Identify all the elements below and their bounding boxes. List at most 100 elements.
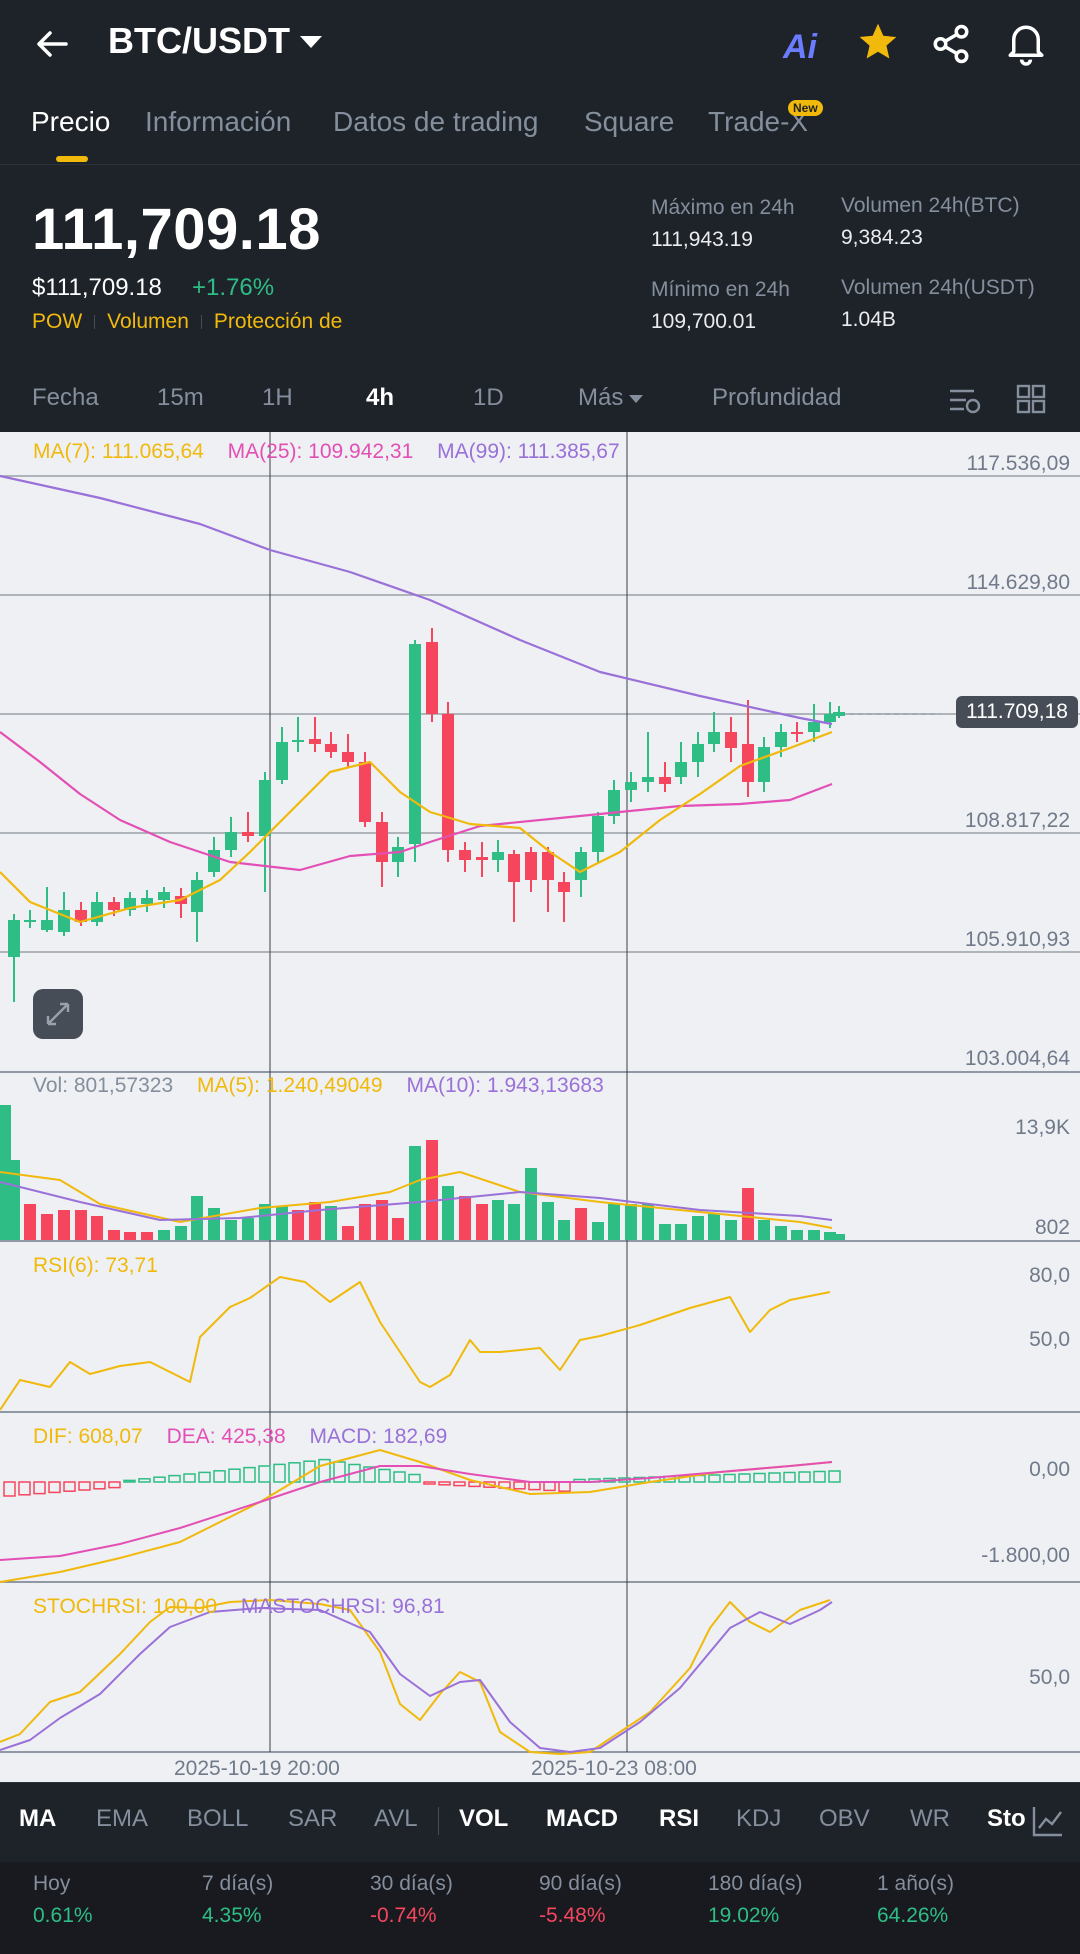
volume-bar [833, 1234, 845, 1240]
favorite-star-icon[interactable] [856, 20, 900, 64]
chart-canvas[interactable] [0, 432, 1080, 1782]
indicator-vol[interactable]: VOL [459, 1805, 509, 1832]
share-icon[interactable] [930, 22, 972, 66]
macd-histogram-bar [483, 1481, 496, 1488]
vol-btc-value: 9,384.23 [841, 226, 923, 249]
macd-histogram-bar [378, 1468, 391, 1483]
macd-histogram-bar [438, 1481, 451, 1486]
indicator-boll[interactable]: BOLL [187, 1805, 249, 1832]
pair-dropdown-caret-icon[interactable] [300, 36, 322, 48]
interval-15m[interactable]: 15m [157, 384, 204, 411]
tag-proteccion[interactable]: Protección de [213, 310, 343, 333]
indicator-settings-icon[interactable] [948, 386, 982, 416]
volume-bar [158, 1230, 170, 1240]
candle-body [542, 852, 554, 880]
macd-histogram-bar [393, 1471, 406, 1483]
candle-body [8, 920, 20, 957]
perf-label: 90 día(s) [539, 1872, 622, 1895]
volume-bar [141, 1232, 153, 1240]
volume-bar [625, 1204, 637, 1240]
interval-fecha[interactable]: Fecha [32, 384, 99, 411]
vol-ma5-line [0, 1171, 833, 1229]
chart-area[interactable]: MA(7): 111.065,64 MA(25): 109.942,31 MA(… [0, 432, 1080, 1782]
asset-tags: POW Volumen Protección de [32, 310, 342, 334]
volume-bar [542, 1202, 554, 1240]
volume-bar [558, 1220, 570, 1240]
interval-1h[interactable]: 1H [262, 384, 293, 411]
macd-histogram-bar [423, 1481, 436, 1485]
indicator-avl[interactable]: AVL [374, 1805, 418, 1832]
tab-square[interactable]: Square [584, 106, 675, 137]
candle-body [409, 644, 421, 844]
indicator-sto[interactable]: Sto [987, 1805, 1026, 1832]
tag-volumen[interactable]: Volumen [107, 310, 189, 333]
indicator-rsi[interactable]: RSI [659, 1805, 700, 1832]
volume-bar [242, 1218, 254, 1240]
macd-histogram-bar [228, 1468, 241, 1483]
macd-histogram-bar [828, 1470, 841, 1483]
indicator-wr[interactable]: WR [910, 1805, 950, 1832]
macd-histogram-bar [183, 1473, 196, 1483]
interval-1d[interactable]: 1D [473, 384, 504, 411]
volume-bar [225, 1220, 237, 1240]
tab-datos-de-trading[interactable]: Datos de trading [333, 106, 539, 137]
perf-value: -5.48% [539, 1904, 606, 1927]
volume-bar [758, 1220, 770, 1240]
candle-body [476, 857, 488, 860]
candle-body [41, 920, 53, 930]
volume-bar [575, 1208, 587, 1240]
macd-histogram-bar [453, 1481, 466, 1487]
indicator-ema[interactable]: EMA [96, 1805, 149, 1832]
back-arrow-icon[interactable] [30, 22, 74, 66]
volume-bar [525, 1168, 537, 1240]
price-axis-label: 117.536,09 [966, 452, 1070, 475]
rsi-line [0, 1276, 831, 1411]
notification-bell-icon[interactable] [1005, 20, 1047, 66]
volume-bar [708, 1214, 720, 1240]
perf-value: 0.61% [33, 1904, 93, 1927]
perf-value: -0.74% [370, 1904, 437, 1927]
macd-histogram-bar [198, 1471, 211, 1483]
interval-4h[interactable]: 4h [366, 384, 395, 411]
perf-value: 64.26% [877, 1904, 949, 1927]
rsi-axis-label: 80,0 [1029, 1264, 1070, 1287]
candle-body [426, 642, 438, 714]
macd-histogram-bar [258, 1465, 271, 1483]
macd-histogram-bar [213, 1470, 226, 1483]
tag-pow[interactable]: POW [32, 310, 83, 333]
volume-bar [124, 1232, 136, 1240]
macd-histogram-bar [528, 1481, 541, 1491]
candle-body [259, 780, 271, 836]
price-axis-label: 105.910,93 [964, 928, 1070, 951]
candle-body [208, 850, 220, 872]
volume-bar [191, 1196, 203, 1240]
interval-mas[interactable]: Más [578, 384, 644, 412]
macd-histogram-bar [303, 1460, 316, 1483]
volume-bar [492, 1200, 504, 1240]
macd-histogram-bar [243, 1466, 256, 1483]
indicator-macd[interactable]: MACD [546, 1805, 618, 1832]
expand-icon [46, 1002, 70, 1026]
macd-histogram-bar [18, 1481, 31, 1496]
volume-bar [808, 1230, 820, 1240]
volume-bar [659, 1224, 671, 1240]
ma25-line [0, 731, 833, 872]
rsi-legend: RSI(6): 73,71 [33, 1254, 158, 1277]
vol-btc-label: Volumen 24h(BTC) [841, 194, 1020, 217]
fullscreen-button[interactable] [33, 989, 83, 1039]
pair-title[interactable]: BTC/USDT [108, 20, 290, 61]
tab-precio[interactable]: Precio [31, 106, 111, 137]
layout-grid-icon[interactable] [1016, 384, 1046, 414]
chevron-down-icon [629, 394, 644, 403]
interval-mas-label: Más [578, 384, 624, 411]
interval-profundidad[interactable]: Profundidad [712, 384, 842, 411]
candle-body [225, 832, 237, 850]
ai-assistant-icon[interactable]: Ai [783, 28, 817, 66]
indicator-kdj[interactable]: KDJ [736, 1805, 782, 1832]
volume-bar [608, 1204, 620, 1240]
indicator-ma[interactable]: MA [19, 1805, 57, 1832]
indicator-sar[interactable]: SAR [288, 1805, 338, 1832]
chart-type-icon[interactable] [1030, 1803, 1066, 1839]
indicator-obv[interactable]: OBV [819, 1805, 870, 1832]
tab-informacion[interactable]: Información [145, 106, 292, 137]
